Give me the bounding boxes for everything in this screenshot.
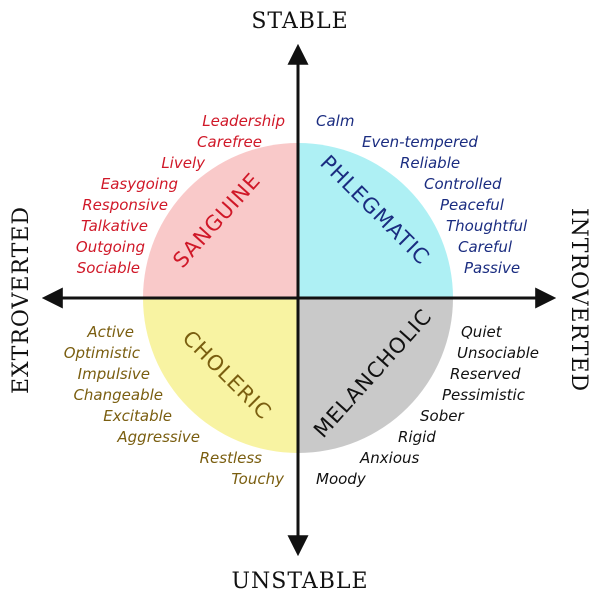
trait-melancholic-sober: Sober — [420, 407, 464, 425]
trait-phlegmatic-even-tempered: Even-tempered — [362, 133, 478, 151]
phlegmatic-quadrant — [298, 143, 453, 298]
trait-melancholic-moody: Moody — [316, 470, 367, 488]
trait-melancholic-reserved: Reserved — [450, 365, 521, 383]
trait-phlegmatic-controlled: Controlled — [424, 175, 502, 193]
trait-choleric-excitable: Excitable — [103, 407, 172, 425]
trait-phlegmatic-careful: Careful — [458, 238, 513, 256]
choleric-quadrant — [143, 298, 298, 453]
axis-label-extroverted: EXTROVERTED — [9, 206, 34, 394]
sanguine-quadrant — [143, 143, 298, 298]
trait-phlegmatic-passive: Passive — [464, 259, 520, 277]
trait-sanguine-responsive: Responsive — [82, 196, 168, 214]
trait-melancholic-rigid: Rigid — [398, 428, 436, 446]
trait-choleric-changeable: Changeable — [73, 386, 163, 404]
trait-melancholic-quiet: Quiet — [461, 323, 503, 341]
trait-choleric-touchy: Touchy — [231, 470, 285, 488]
melancholic-quadrant — [298, 298, 453, 453]
trait-sanguine-lively: Lively — [161, 154, 206, 172]
trait-melancholic-pessimistic: Pessimistic — [442, 386, 526, 404]
trait-phlegmatic-thoughtful: Thoughtful — [446, 217, 528, 235]
trait-sanguine-carefree: Carefree — [197, 133, 262, 151]
trait-sanguine-outgoing: Outgoing — [76, 238, 145, 256]
trait-choleric-impulsive: Impulsive — [78, 365, 150, 383]
axis-label-unstable: UNSTABLE — [231, 569, 368, 594]
trait-melancholic-anxious: Anxious — [359, 449, 419, 467]
trait-labels: Leadership Carefree Lively Easygoing Respons… — [64, 112, 539, 488]
axis-label-introverted: INTROVERTED — [566, 208, 591, 392]
trait-sanguine-talkative: Talkative — [81, 217, 148, 235]
trait-choleric-restless: Restless — [200, 449, 263, 467]
trait-sanguine-sociable: Sociable — [77, 259, 140, 277]
axis-label-stable: STABLE — [251, 9, 348, 34]
trait-phlegmatic-peaceful: Peaceful — [440, 196, 505, 214]
trait-phlegmatic-reliable: Reliable — [400, 154, 460, 172]
trait-phlegmatic-calm: Calm — [316, 112, 354, 130]
trait-melancholic-unsociable: Unsociable — [457, 344, 539, 362]
trait-sanguine-easygoing: Easygoing — [101, 175, 178, 193]
trait-choleric-active: Active — [86, 323, 134, 341]
trait-sanguine-leadership: Leadership — [202, 112, 285, 130]
trait-choleric-aggressive: Aggressive — [116, 428, 200, 446]
trait-choleric-optimistic: Optimistic — [64, 344, 141, 362]
